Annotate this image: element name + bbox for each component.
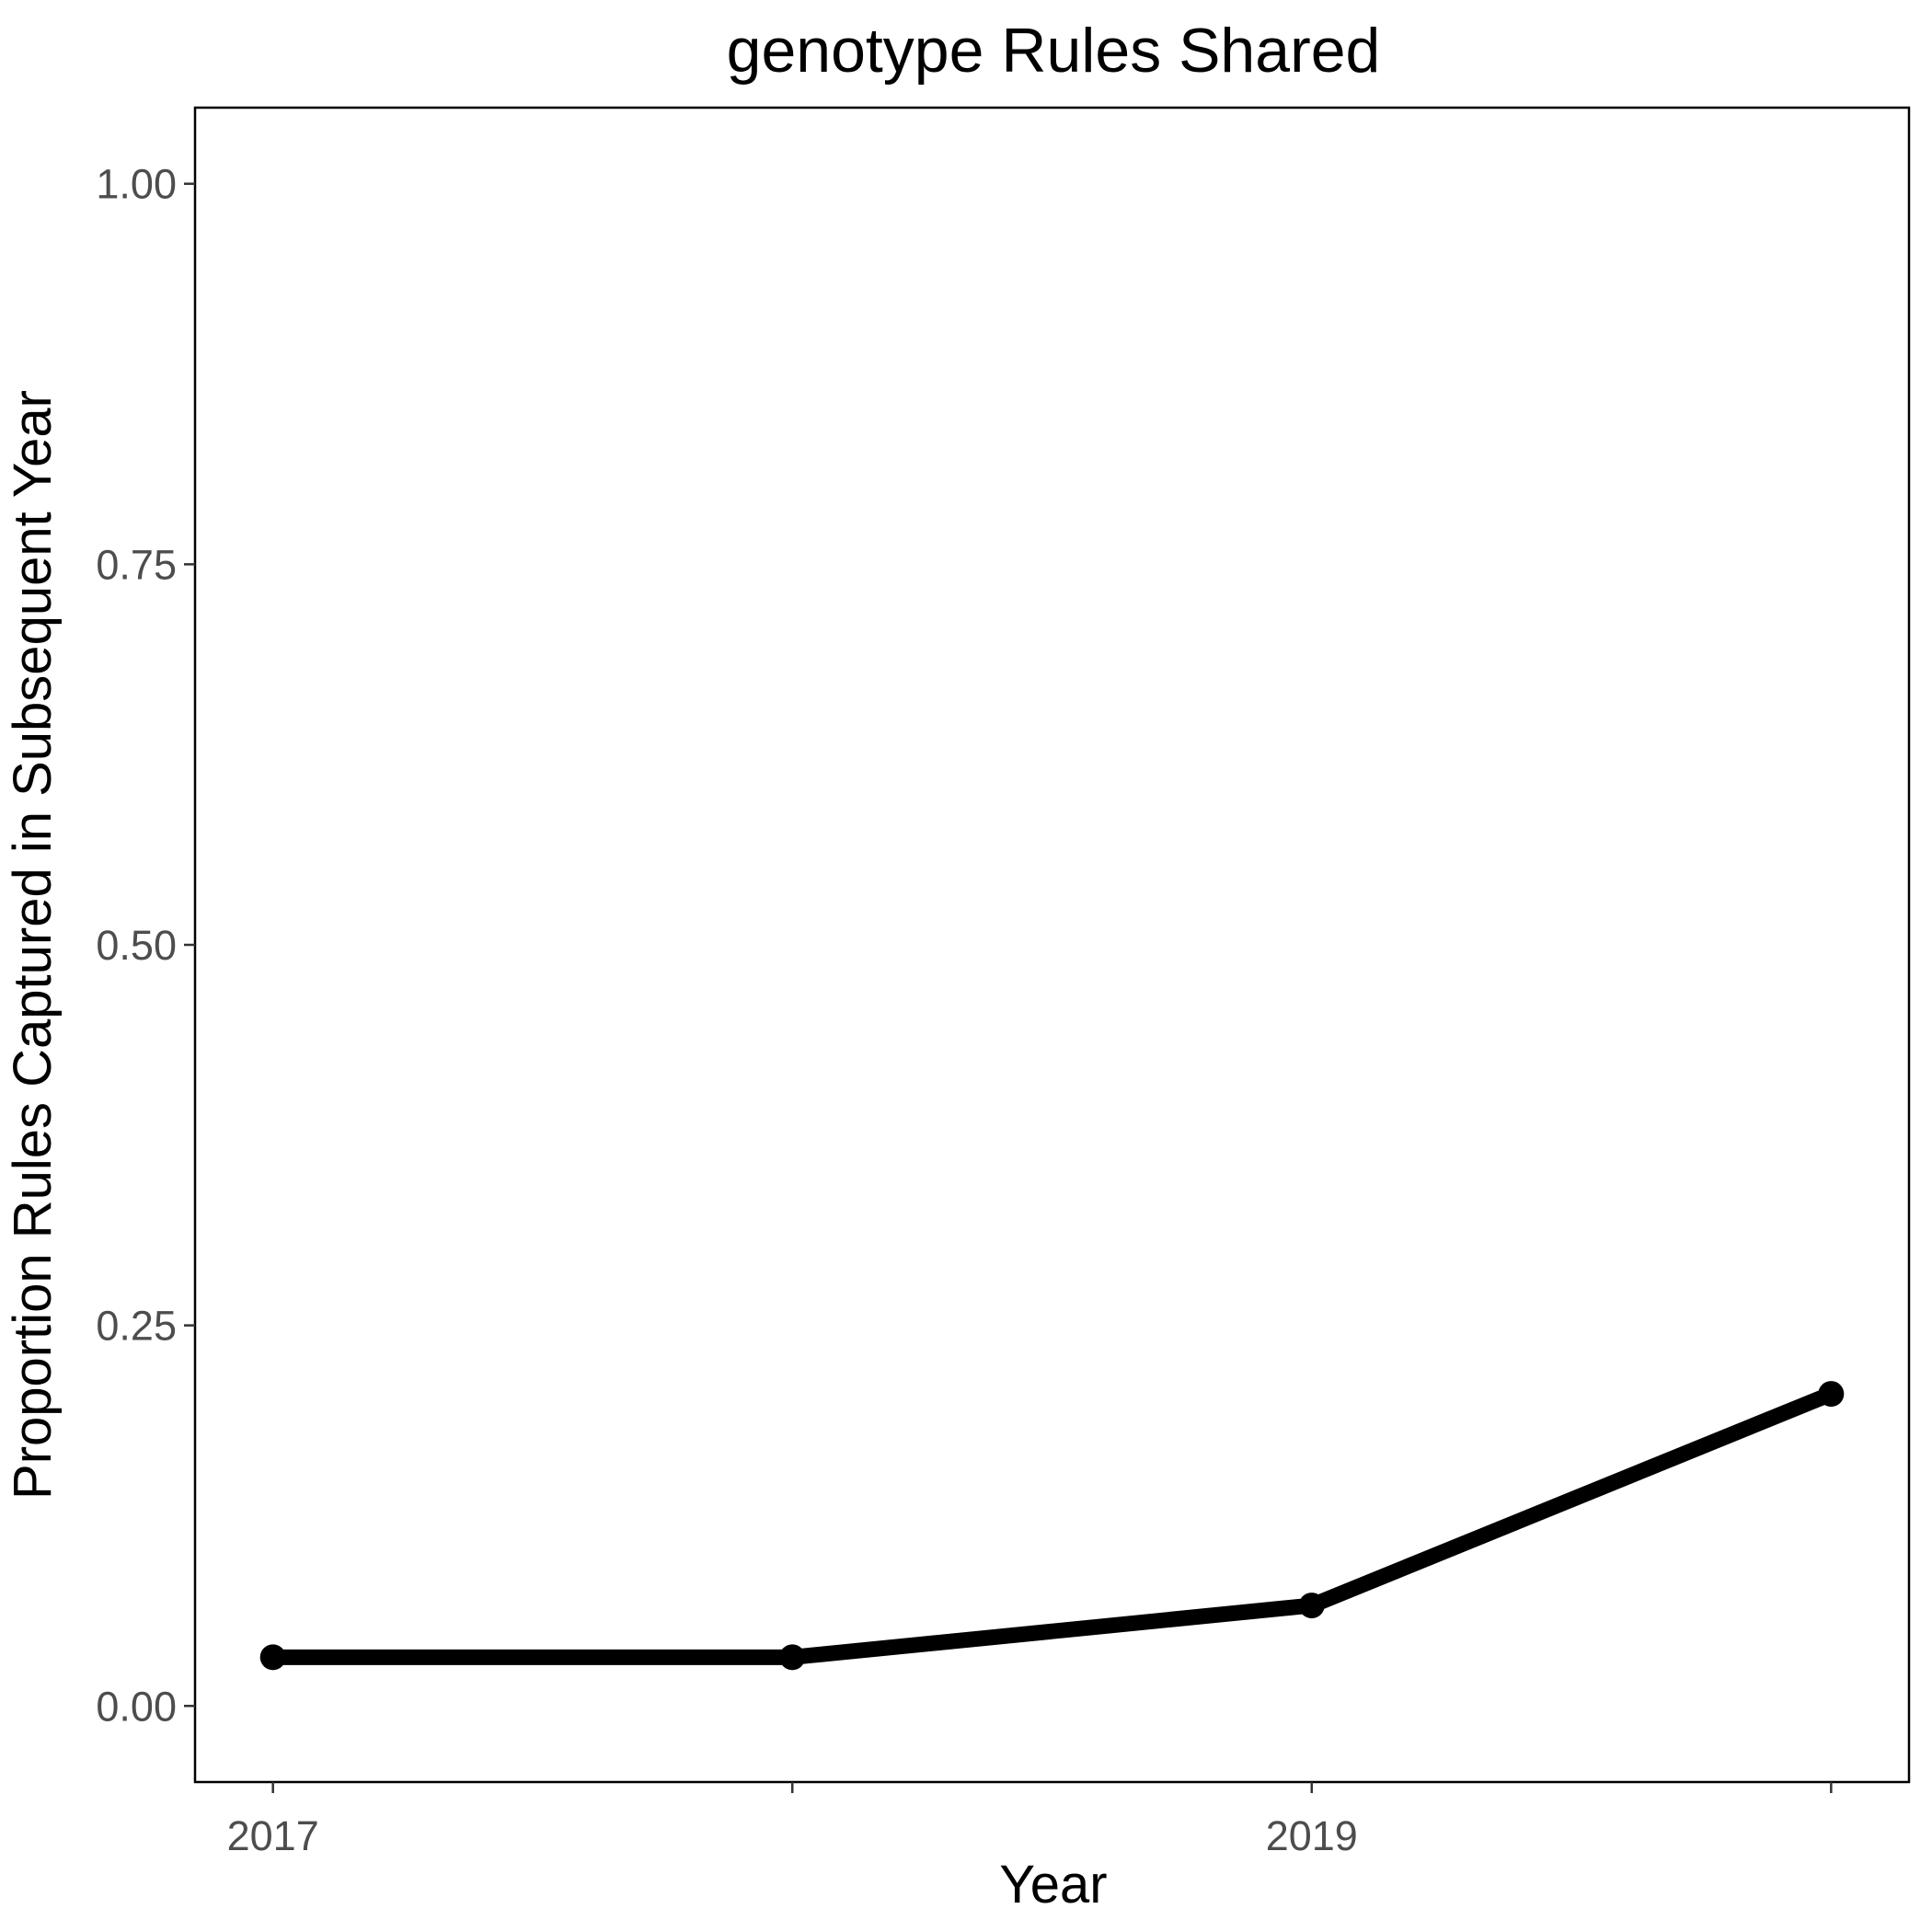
- y-tick-label: 0.75: [96, 541, 177, 588]
- x-tick-label: 2019: [1266, 1812, 1358, 1859]
- plot-area: [259, 1381, 1845, 1671]
- x-axis-title: Year: [999, 1855, 1107, 1915]
- data-point: [779, 1644, 806, 1671]
- y-tick-label: 0.50: [96, 922, 177, 969]
- y-axis: 0.00 0.25 0.50 0.75 1.00: [96, 161, 195, 1730]
- x-axis: 2017 2019: [227, 1782, 1833, 1859]
- y-tick-label: 1.00: [96, 161, 177, 208]
- y-tick-label: 0.00: [96, 1683, 177, 1730]
- plot-border: [193, 106, 1911, 1784]
- y-axis-title: Proportion Rules Captured in Subsequent …: [3, 390, 63, 1500]
- data-point: [1298, 1593, 1325, 1619]
- x-tick-label: 2017: [227, 1812, 319, 1859]
- chart-title: genotype Rules Shared: [727, 16, 1381, 86]
- series-line: [265, 1386, 1839, 1665]
- y-tick-label: 0.25: [96, 1303, 177, 1350]
- data-point: [259, 1644, 286, 1671]
- data-point: [1818, 1381, 1845, 1408]
